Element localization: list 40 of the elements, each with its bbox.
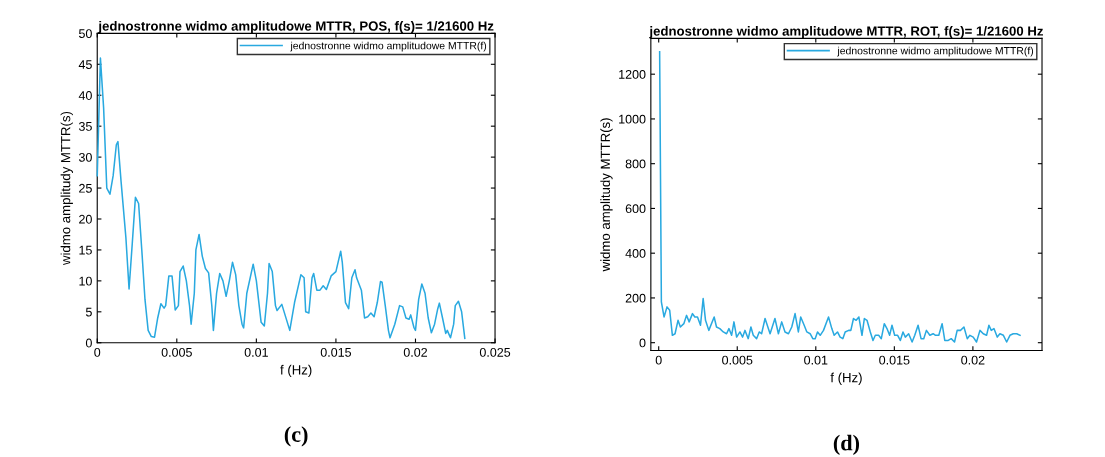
- x-tick-label: 0.01: [244, 347, 268, 357]
- x-tick-label: 0.02: [403, 347, 428, 357]
- y-tick-label: 45: [78, 60, 92, 69]
- text: (d): [833, 434, 860, 455]
- line-series: [96, 57, 466, 340]
- y-tick-label: 30: [78, 152, 92, 162]
- y-tick-label: 50: [78, 29, 92, 39]
- y-tick-label: 15: [79, 245, 92, 255]
- x-tick-label: 0.005: [722, 355, 753, 365]
- x-tick-label: 0.01: [804, 355, 828, 365]
- y-tick-label: 800: [625, 159, 646, 169]
- y-tick-label: 20: [79, 214, 92, 224]
- legend-label: jednostronne widmo amplitudowe MTTR(f): [290, 41, 487, 52]
- y-tick-label: 600: [625, 204, 646, 214]
- x-tick-label: 0: [94, 347, 101, 357]
- y-tick-label: 1200: [619, 69, 646, 79]
- y-axis-title: widmo amplitudy MTTR(s): [600, 118, 613, 272]
- x-tick-label: 0.025: [479, 347, 511, 357]
- y-tick-label: 10: [79, 276, 92, 286]
- x-tick-label: 0.015: [320, 347, 352, 357]
- y-tick-label: 0: [639, 338, 646, 348]
- x-tick-label: 0.015: [879, 355, 910, 365]
- y-tick-label: 0: [85, 338, 92, 348]
- y-tick-label: 200: [625, 293, 646, 303]
- x-tick-label: 0.02: [961, 355, 985, 365]
- x-tick-label: 0: [655, 355, 662, 365]
- y-axis-title: widmo amplitudy MTTR(s): [60, 111, 73, 266]
- x-axis-title: f (Hz): [280, 364, 312, 378]
- text: (c): [284, 426, 308, 447]
- y-tick-label: 40: [78, 91, 92, 100]
- x-axis-title: f (Hz): [830, 372, 862, 385]
- legend-label: jednostronne widmo amplitudowe MTTR(f): [837, 46, 1034, 57]
- y-tick-label: 400: [625, 248, 646, 258]
- x-tick-label: 0.005: [161, 347, 192, 357]
- y-tick-label: 1000: [619, 114, 646, 124]
- y-tick-label: 5: [85, 307, 92, 317]
- y-tick-label: 35: [78, 121, 92, 131]
- chart-title: jednostronne widmo amplitudowe MTTR, ROT, f(s)= 1/21600 Hz: [649, 26, 1043, 39]
- chart-title: jednostronne widmo amplitudowe MTTR, POS, f(s)= 1/21600 Hz: [98, 21, 494, 34]
- y-tick-label: 25: [79, 183, 92, 193]
